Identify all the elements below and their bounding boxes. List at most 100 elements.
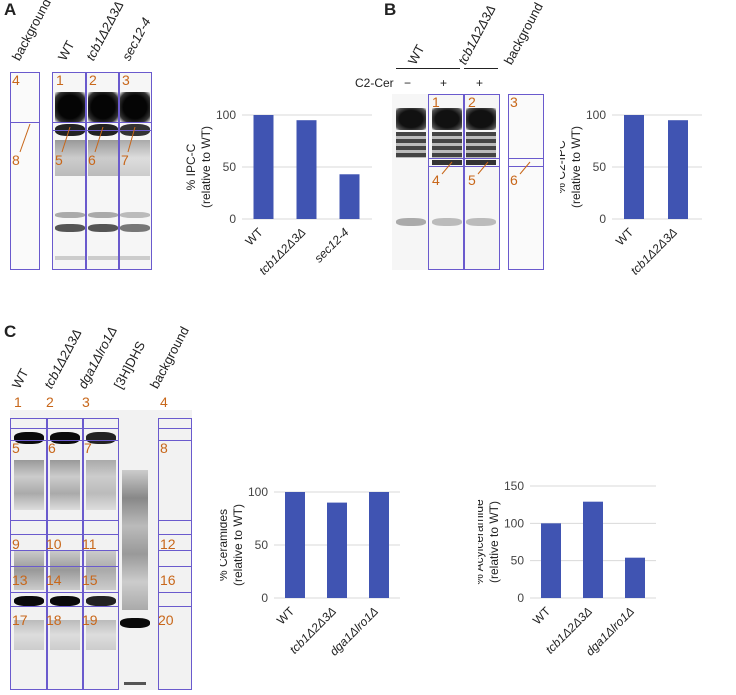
- y-tick-label: 50: [255, 538, 269, 552]
- divider-line: [10, 520, 119, 521]
- tlc-gel-b: [392, 94, 500, 270]
- band: [466, 108, 496, 130]
- marker-number: 3: [510, 94, 518, 110]
- divider-line: [52, 122, 152, 123]
- band: [14, 460, 44, 510]
- y-tick-label: 150: [504, 479, 524, 493]
- marker-number: 3: [122, 72, 130, 88]
- band: [396, 132, 426, 158]
- bracket-wt: [396, 68, 460, 69]
- marker-number: 2: [468, 94, 476, 110]
- band: [88, 140, 118, 176]
- band: [14, 550, 44, 590]
- marker-arrows-b: [441, 161, 531, 175]
- divider-line: [10, 534, 119, 535]
- divider-line: [10, 566, 119, 567]
- band: [432, 132, 462, 158]
- marker-number: 5: [12, 440, 20, 456]
- y-axis-label: % IPC-C(relative to WT): [186, 126, 213, 208]
- band: [55, 92, 85, 122]
- y-tick-label: 0: [261, 591, 268, 605]
- divider-line: [10, 428, 119, 429]
- treatment-sign: −: [404, 76, 412, 90]
- marker-number: 5: [55, 152, 63, 168]
- bar-1: [668, 120, 688, 219]
- treatment-sign: +: [440, 76, 448, 90]
- bar-1: [583, 501, 603, 598]
- band: [50, 596, 80, 606]
- marker-number: 15: [82, 572, 98, 588]
- marker-number: 7: [121, 152, 129, 168]
- lane-label-wt-b: WT: [404, 42, 428, 67]
- divider-line: [10, 550, 119, 551]
- band: [88, 92, 118, 122]
- marker-number: 20: [158, 612, 174, 628]
- x-tick-label: WT: [274, 604, 298, 628]
- lane-label-background-b: background: [500, 0, 546, 68]
- band: [55, 224, 85, 232]
- lane-box: [508, 94, 544, 270]
- band: [86, 620, 116, 650]
- band: [55, 256, 85, 260]
- band: [50, 550, 80, 590]
- y-tick-label: 0: [517, 591, 524, 605]
- band: [88, 212, 118, 218]
- bracket-tcb: [464, 68, 498, 69]
- y-tick-label: 100: [504, 516, 524, 530]
- band: [432, 108, 462, 130]
- marker-number: 10: [46, 536, 62, 552]
- band: [88, 256, 118, 260]
- marker-number: 12: [160, 536, 176, 552]
- band: [88, 224, 118, 232]
- lane-box: [119, 72, 152, 270]
- marker-number: 1: [14, 394, 22, 410]
- x-tick-label: tcb1Δ2Δ3Δ: [256, 225, 308, 277]
- marker-number: 5: [468, 172, 476, 188]
- divider-line: [10, 122, 40, 123]
- bar-0: [624, 115, 644, 219]
- y-tick-label: 100: [586, 108, 606, 122]
- band: [14, 620, 44, 650]
- y-axis-label: % C2-IPC(relative to WT): [560, 126, 583, 208]
- lane-box: [86, 72, 119, 270]
- marker-arrows-a: [19, 123, 136, 153]
- divider-line: [10, 592, 119, 593]
- band: [50, 460, 80, 510]
- marker-number: 8: [160, 440, 168, 456]
- band: [466, 132, 496, 158]
- y-axis-label: % Ceramides(relative to WT): [220, 504, 245, 586]
- band: [396, 108, 426, 130]
- band: [120, 224, 150, 232]
- marker-number: 8: [12, 152, 20, 168]
- band: [55, 212, 85, 218]
- treatment-sign: +: [476, 76, 484, 90]
- divider-line: [158, 606, 192, 607]
- divider-line: [10, 606, 119, 607]
- lane-label-tcb-b: tcb1Δ2Δ3Δ: [454, 2, 499, 67]
- band: [50, 620, 80, 650]
- treatment-label: C2-Cer: [355, 76, 394, 90]
- divider-line: [428, 158, 500, 159]
- marker-number: 4: [160, 394, 168, 410]
- marker-number: 14: [46, 572, 62, 588]
- band: [466, 218, 496, 226]
- marker-number: 13: [12, 572, 28, 588]
- marker-number: 6: [88, 152, 96, 168]
- marker-number: 17: [12, 612, 28, 628]
- y-tick-label: 50: [593, 160, 607, 174]
- marker-number: 4: [12, 72, 20, 88]
- lane-box: [428, 94, 464, 270]
- marker-number: 16: [160, 572, 176, 588]
- x-tick-label: tcb1Δ2Δ3Δ: [628, 225, 680, 277]
- band: [396, 218, 426, 226]
- band: [86, 432, 116, 444]
- bar-0: [541, 523, 561, 598]
- tlc-gel-background-strip-a: [10, 72, 40, 270]
- bar-0: [285, 492, 305, 598]
- bar-1: [327, 502, 347, 598]
- tlc-gel-c: [10, 410, 192, 690]
- lane-box: [158, 418, 192, 690]
- y-tick-label: 50: [223, 160, 237, 174]
- bar-2: [369, 492, 389, 598]
